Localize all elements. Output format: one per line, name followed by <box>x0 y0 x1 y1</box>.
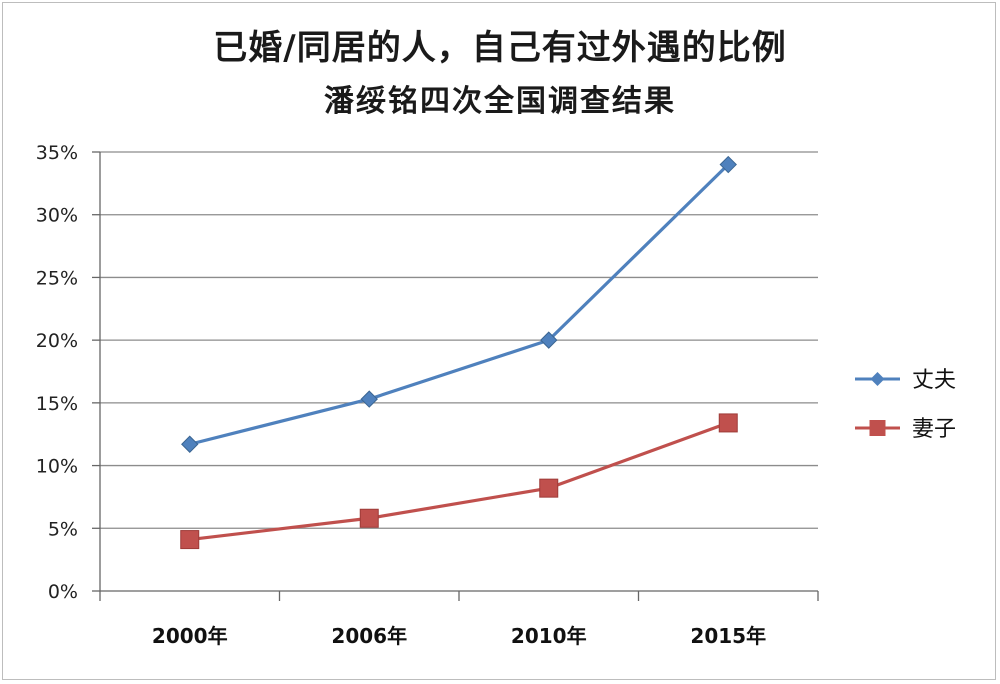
x-axis-ticks: 2000年 2006年 2010年 2015年 <box>152 624 766 648</box>
y-tick-label: 5% <box>48 518 78 540</box>
data-point-diamond <box>540 331 558 349</box>
legend-marker-square <box>869 420 886 436</box>
y-tick-label: 15% <box>36 393 78 415</box>
legend-label: 丈夫 <box>912 368 956 393</box>
series-line-wife <box>189 421 729 542</box>
x-tick-label: 2006年 <box>331 624 407 648</box>
data-point-square <box>718 413 738 433</box>
series-line-husband <box>189 163 730 446</box>
y-tick-label: 0% <box>48 581 78 603</box>
data-point-square <box>359 508 379 528</box>
axes <box>92 151 819 601</box>
data-point-diamond <box>719 155 737 174</box>
chart-subtitle: 潘绥铭四次全国调查结果 <box>324 84 676 119</box>
data-point-square <box>539 478 559 498</box>
data-point-square <box>180 530 200 550</box>
y-tick-label: 30% <box>36 205 78 227</box>
y-tick-label: 25% <box>36 267 78 289</box>
x-tick-label: 2000年 <box>152 624 228 648</box>
gridlines <box>100 151 818 529</box>
y-tick-label: 10% <box>36 456 78 478</box>
y-axis-ticks: 0% 5% 10% 15% 20% 25% 30% 35% <box>36 142 78 603</box>
legend-label: 妻子 <box>912 417 956 442</box>
legend-marker-diamond <box>870 372 885 386</box>
y-tick-label: 35% <box>36 142 78 164</box>
y-tick-label: 20% <box>36 330 78 352</box>
chart-title: 已婚/同居的人，自己有过外遇的比例 <box>213 28 787 68</box>
data-point-diamond <box>181 435 199 453</box>
series-group <box>180 155 738 550</box>
x-tick-label: 2015年 <box>690 624 766 648</box>
x-tick-label: 2010年 <box>511 624 587 648</box>
data-point-diamond <box>360 390 378 408</box>
